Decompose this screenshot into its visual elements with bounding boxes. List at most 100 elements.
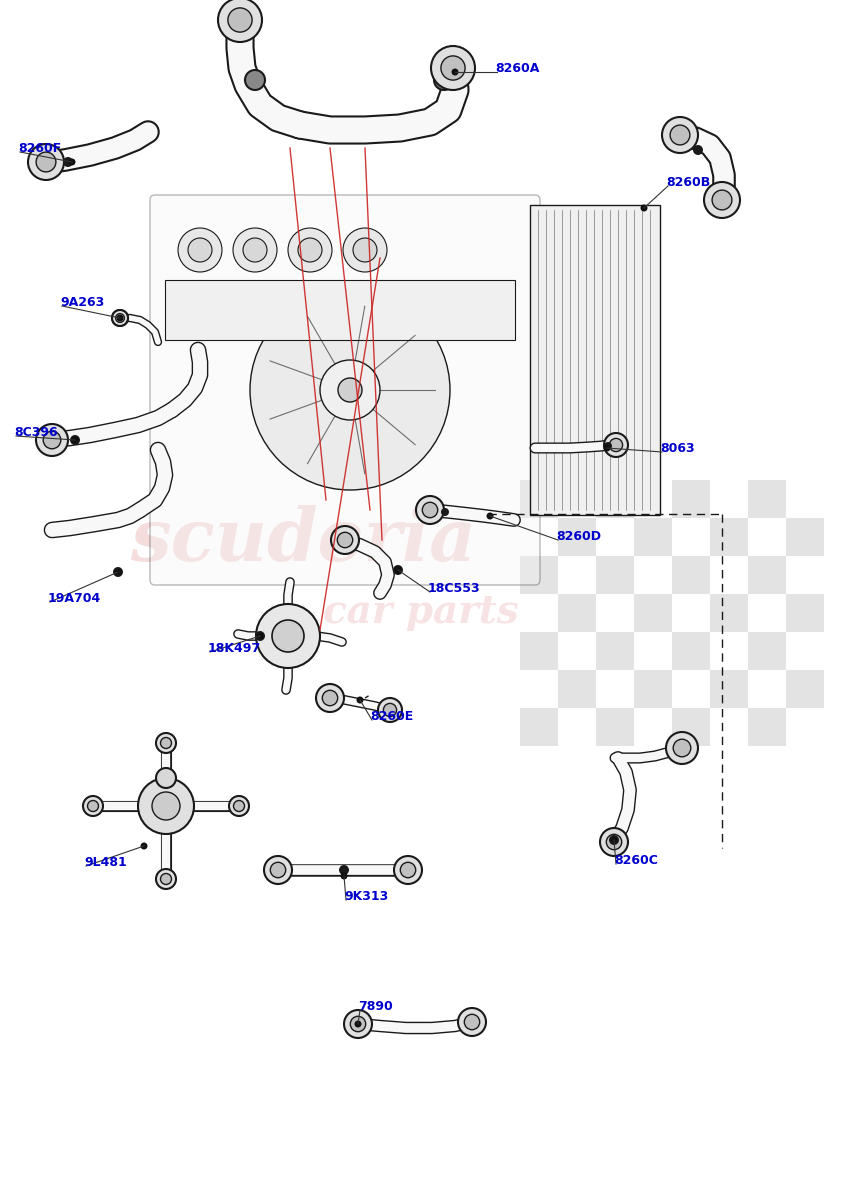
Bar [672, 632, 710, 670]
Circle shape [704, 182, 740, 218]
Circle shape [243, 238, 267, 262]
Bar [520, 556, 558, 594]
Circle shape [338, 378, 362, 402]
Circle shape [350, 1016, 365, 1032]
Circle shape [662, 116, 698, 152]
Text: 8C396: 8C396 [14, 426, 57, 438]
Circle shape [316, 684, 344, 712]
Text: 19A704: 19A704 [48, 592, 101, 605]
Circle shape [394, 856, 422, 884]
Bar [710, 670, 748, 708]
Circle shape [36, 152, 56, 172]
Bar [596, 632, 634, 670]
Circle shape [156, 768, 176, 788]
Circle shape [610, 438, 622, 451]
Circle shape [264, 856, 292, 884]
Circle shape [161, 874, 172, 884]
Bar [710, 594, 748, 632]
Circle shape [250, 290, 450, 490]
Circle shape [331, 526, 359, 554]
Circle shape [161, 738, 172, 749]
Bar [786, 594, 824, 632]
Circle shape [322, 690, 338, 706]
Circle shape [609, 835, 619, 845]
Circle shape [441, 56, 465, 80]
Circle shape [340, 872, 348, 880]
Circle shape [255, 631, 265, 641]
Circle shape [610, 836, 617, 844]
Circle shape [712, 190, 732, 210]
Circle shape [141, 842, 147, 850]
Bar [520, 708, 558, 746]
Circle shape [666, 732, 698, 764]
Circle shape [152, 792, 180, 820]
Circle shape [693, 145, 703, 155]
Bar [672, 708, 710, 746]
Text: car parts: car parts [323, 593, 519, 631]
Circle shape [156, 869, 176, 889]
Text: 18K497: 18K497 [208, 642, 261, 654]
Circle shape [393, 565, 403, 575]
Circle shape [178, 228, 222, 272]
Circle shape [431, 46, 475, 90]
Circle shape [344, 1010, 372, 1038]
Circle shape [434, 70, 454, 90]
Circle shape [156, 733, 176, 754]
Text: 8063: 8063 [660, 442, 695, 455]
Text: 9L481: 9L481 [84, 856, 127, 869]
Text: 18C553: 18C553 [428, 582, 481, 594]
Circle shape [115, 313, 125, 323]
Circle shape [606, 834, 621, 850]
Text: 9K313: 9K313 [344, 889, 388, 902]
Text: 8260A: 8260A [495, 61, 540, 74]
Bar [748, 480, 786, 518]
Bar [520, 632, 558, 670]
Circle shape [600, 828, 628, 856]
Circle shape [228, 8, 252, 32]
Circle shape [88, 800, 99, 811]
Circle shape [441, 508, 449, 516]
Circle shape [63, 157, 73, 167]
Circle shape [353, 238, 377, 262]
Circle shape [641, 204, 647, 211]
Circle shape [112, 310, 128, 326]
Bar [520, 480, 558, 518]
Circle shape [113, 566, 123, 577]
Circle shape [383, 703, 397, 716]
Circle shape [458, 1008, 486, 1036]
Circle shape [116, 314, 124, 322]
Circle shape [188, 238, 212, 262]
Bar [558, 594, 596, 632]
Circle shape [298, 238, 322, 262]
Circle shape [451, 68, 459, 76]
Bar [672, 480, 710, 518]
Circle shape [604, 444, 610, 451]
Bar [165, 280, 515, 340]
Circle shape [68, 158, 76, 166]
Bar [596, 480, 634, 518]
Circle shape [36, 424, 68, 456]
Circle shape [423, 503, 438, 517]
Circle shape [464, 1014, 480, 1030]
Circle shape [354, 1020, 361, 1027]
Text: scuderia: scuderia [130, 504, 477, 576]
Text: 8260F: 8260F [18, 142, 61, 155]
Circle shape [272, 620, 304, 652]
Circle shape [670, 125, 690, 145]
Circle shape [339, 865, 349, 875]
Text: 8260B: 8260B [666, 175, 711, 188]
Circle shape [72, 437, 78, 444]
Bar [748, 556, 786, 594]
Bar [710, 518, 748, 556]
Circle shape [70, 434, 80, 445]
Circle shape [674, 739, 690, 757]
Circle shape [256, 604, 320, 668]
Circle shape [356, 696, 364, 703]
Circle shape [320, 360, 380, 420]
Circle shape [218, 0, 262, 42]
Circle shape [416, 496, 444, 524]
Circle shape [28, 144, 64, 180]
Circle shape [112, 310, 128, 326]
Circle shape [487, 512, 493, 520]
Circle shape [338, 533, 353, 547]
